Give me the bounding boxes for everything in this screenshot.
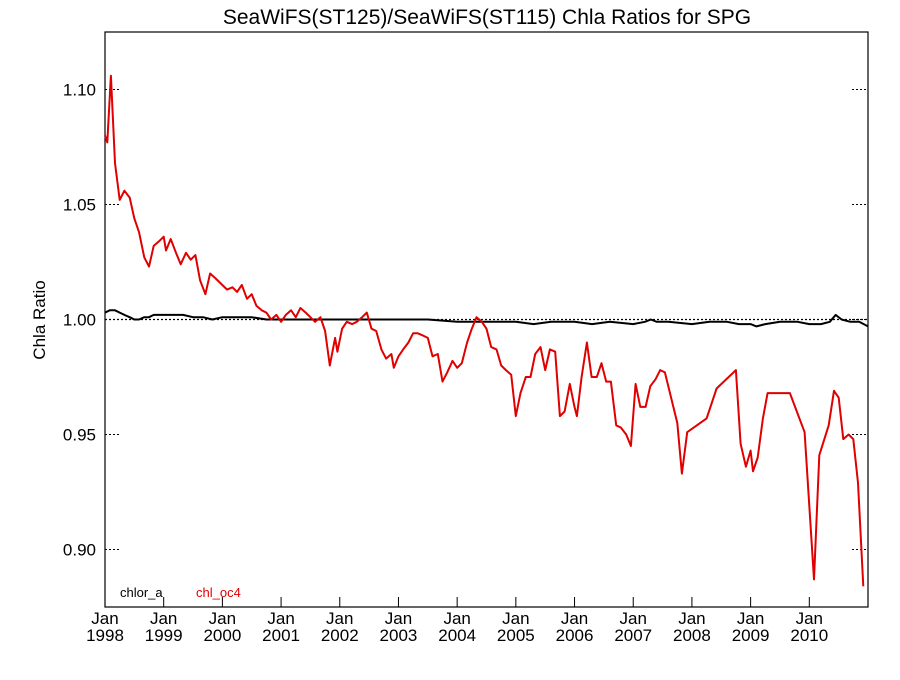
series-lines [104,74,869,587]
x-axis-ticks: Jan1998Jan1999Jan2000Jan2001Jan2002Jan20… [86,597,828,645]
x-tick-label-month: Jan [150,609,177,628]
x-tick-label-year: 2007 [614,626,652,645]
y-tick-label: 0.90 [63,541,96,560]
y-tick-label: 1.05 [63,196,96,215]
series-line-chlor-a [104,309,869,328]
x-tick-label-year: 2004 [438,626,476,645]
x-tick-label-month: Jan [502,609,529,628]
x-tick-label-month: Jan [796,609,823,628]
y-tick-label: 1.00 [63,311,96,330]
legend-entry-chlor-a: chlor_a [120,585,163,600]
x-tick-label-year: 2010 [790,626,828,645]
x-tick-label-month: Jan [326,609,353,628]
y-axis-title: Chla Ratio [30,280,49,359]
chart-title: SeaWiFS(ST125)/SeaWiFS(ST115) Chla Ratio… [223,6,751,29]
x-tick-label-year: 2000 [203,626,241,645]
x-tick-label-month: Jan [678,609,705,628]
x-tick-label-year: 2008 [673,626,711,645]
y-tick-label: 1.10 [63,81,96,100]
legend-entry-chl-oc4: chl_oc4 [196,585,241,600]
x-tick-label-month: Jan [209,609,236,628]
series-line-chl-oc4 [104,74,865,587]
x-tick-label-month: Jan [561,609,588,628]
x-tick-label-month: Jan [737,609,764,628]
x-tick-label-year: 1998 [86,626,124,645]
legend: chlor_a chl_oc4 [120,585,241,600]
x-tick-label-month: Jan [385,609,412,628]
y-axis-ticks: 0.90 0.95 1.00 1.05 1.10 [63,81,868,560]
x-tick-label-year: 2003 [380,626,418,645]
x-tick-label-month: Jan [443,609,470,628]
x-tick-label-year: 1999 [145,626,183,645]
x-tick-label-year: 2005 [497,626,535,645]
x-tick-label-month: Jan [620,609,647,628]
x-tick-label-month: Jan [91,609,118,628]
x-tick-label-year: 2002 [321,626,359,645]
x-tick-label-year: 2006 [556,626,594,645]
x-tick-label-year: 2001 [262,626,300,645]
x-tick-label-month: Jan [267,609,294,628]
y-tick-label: 0.95 [63,426,96,445]
x-tick-label-year: 2009 [732,626,770,645]
